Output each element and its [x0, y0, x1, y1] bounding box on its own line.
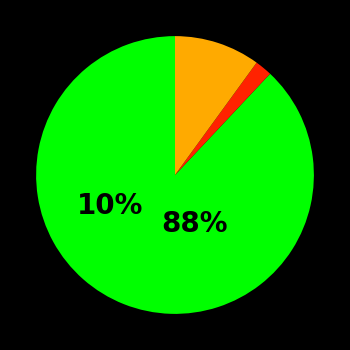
Text: 10%: 10%	[76, 192, 143, 220]
Wedge shape	[36, 36, 314, 314]
Wedge shape	[175, 63, 270, 175]
Text: 88%: 88%	[161, 210, 228, 238]
Wedge shape	[175, 36, 257, 175]
